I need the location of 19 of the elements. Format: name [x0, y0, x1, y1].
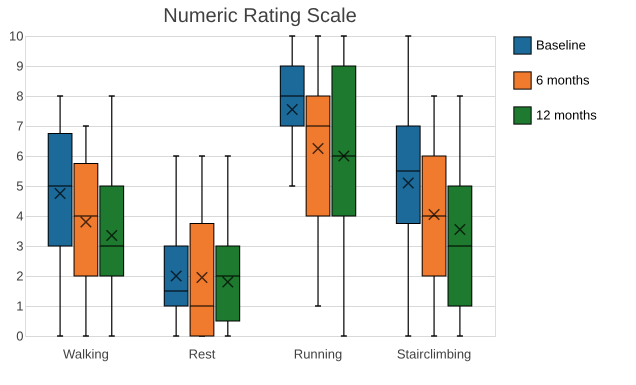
- x-tick-label: Rest: [188, 346, 216, 362]
- y-tick-label: 8: [16, 88, 24, 104]
- y-tick-label: 0: [16, 328, 24, 344]
- x-tick-label: Walking: [63, 346, 109, 362]
- y-tick-label: 2: [16, 268, 24, 284]
- y-tick-label: 5: [16, 178, 24, 194]
- y-tick-label: 6: [16, 148, 24, 164]
- x-tick-label: Running: [294, 346, 342, 362]
- legend-label: 12 months: [536, 108, 598, 122]
- y-tick-label: 3: [16, 238, 24, 254]
- y-tick-label: 9: [16, 58, 24, 74]
- y-tick-label: 4: [16, 208, 24, 224]
- chart-title: Numeric Rating Scale: [163, 5, 357, 27]
- x-tick-label: Stairclimbing: [396, 346, 472, 362]
- y-tick-label: 7: [16, 118, 24, 134]
- legend-label: Baseline: [536, 38, 586, 52]
- legend-label: 6 months: [536, 72, 590, 88]
- y-tick-label: 1: [16, 298, 24, 314]
- y-tick-label: 10: [9, 28, 24, 44]
